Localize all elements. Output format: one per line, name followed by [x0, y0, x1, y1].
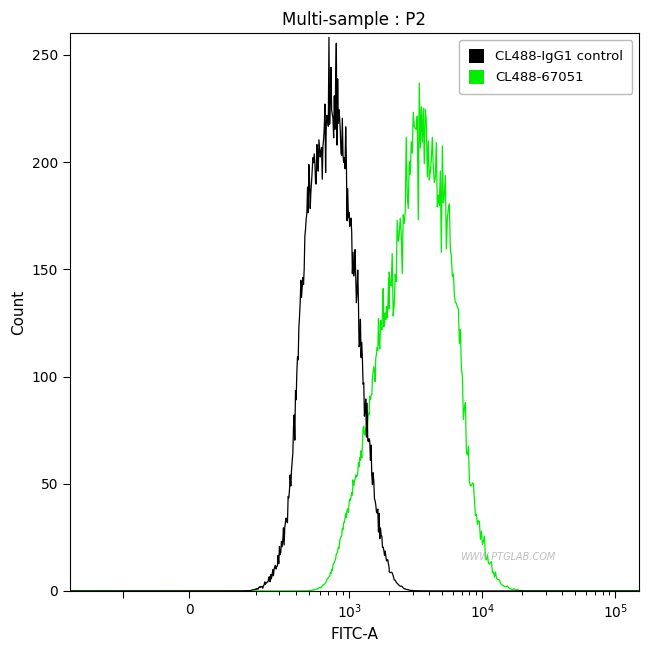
- Legend: CL488-IgG1 control, CL488-67051: CL488-IgG1 control, CL488-67051: [460, 40, 632, 93]
- Title: Multi-sample : P2: Multi-sample : P2: [282, 11, 426, 29]
- X-axis label: FITC-A: FITC-A: [330, 627, 378, 642]
- Text: WWW.PTGLAB.COM: WWW.PTGLAB.COM: [460, 552, 556, 562]
- Y-axis label: Count: Count: [11, 289, 26, 335]
